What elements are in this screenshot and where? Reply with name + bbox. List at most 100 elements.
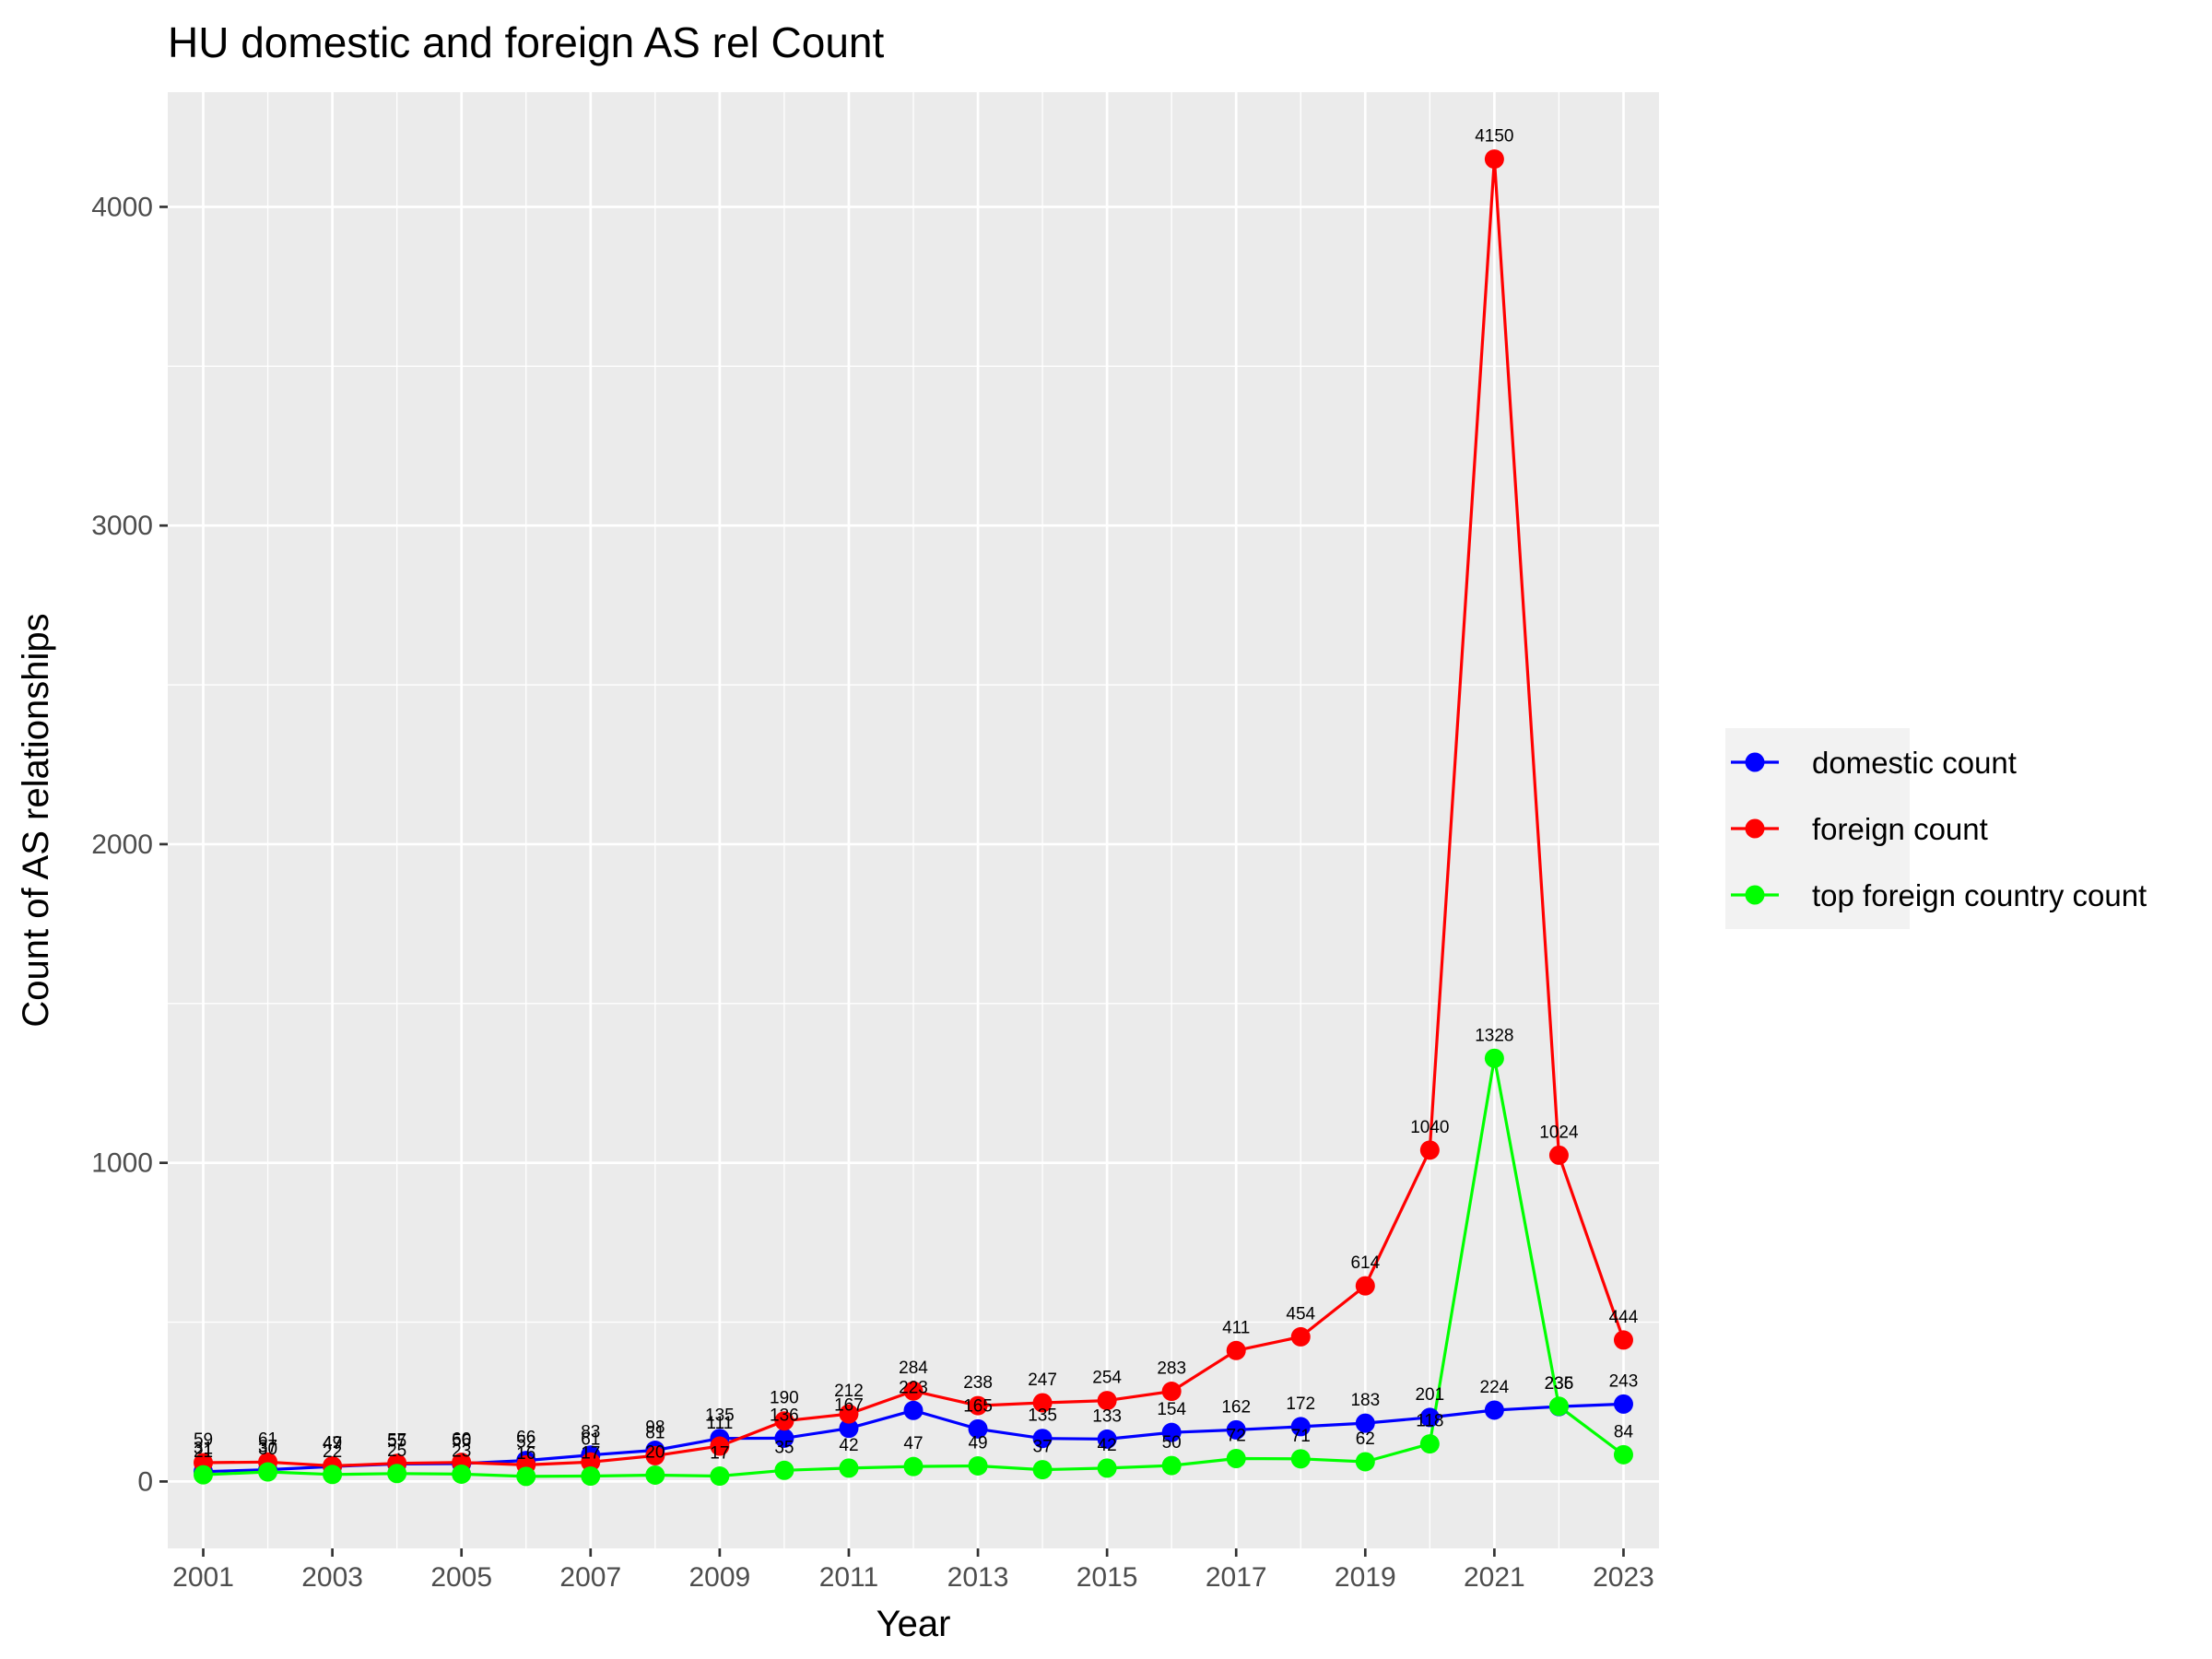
top-foreign-country-count-data-label: 22: [323, 1442, 342, 1462]
foreign-count-point: [774, 1411, 794, 1431]
top-foreign-country-count-data-label: 17: [581, 1444, 600, 1464]
x-tick-label: 2013: [947, 1562, 1009, 1593]
top-foreign-country-count-data-label: 42: [839, 1436, 858, 1455]
legend: domestic count foreign count top foreign c…: [1725, 728, 2147, 929]
top-foreign-country-count-point: [1161, 1455, 1182, 1476]
x-tick-label: 2023: [1593, 1562, 1654, 1593]
y-tick-label: 4000: [91, 192, 153, 222]
top-foreign-country-count-data-label: 118: [1416, 1412, 1443, 1431]
top-foreign-country-count-data-label: 17: [710, 1444, 729, 1464]
x-tick-label: 2017: [1206, 1562, 1267, 1593]
top-foreign-country-count-data-label: 62: [1356, 1430, 1375, 1449]
foreign-count-point: [1355, 1276, 1375, 1296]
foreign-count-data-label: 614: [1350, 1253, 1380, 1273]
top-foreign-country-count-point: [194, 1465, 214, 1485]
domestic-count-point: [1355, 1413, 1375, 1433]
top-foreign-country-count-point: [774, 1460, 794, 1480]
top-foreign-country-count-data-label: 35: [774, 1438, 794, 1457]
foreign-count-data-label: 454: [1286, 1304, 1315, 1324]
domestic-count-data-label: 37: [258, 1438, 277, 1457]
foreign-count-data-label: 1024: [1539, 1123, 1579, 1142]
top-foreign-country-count-point: [581, 1466, 601, 1487]
domestic-count-data-label: 55: [387, 1431, 406, 1451]
top-foreign-country-count-data-label: 72: [1227, 1427, 1246, 1446]
domestic-count-data-label: 135: [1028, 1406, 1057, 1426]
foreign-count-data-label: 1040: [1410, 1118, 1449, 1137]
legend-label-foreign-count: foreign count: [1812, 812, 1988, 846]
foreign-count-point: [1097, 1391, 1117, 1411]
top-foreign-country-count-data-label: 42: [1098, 1436, 1117, 1455]
top-foreign-country-count-point: [1097, 1458, 1117, 1478]
domestic-count-data-label: 83: [581, 1423, 600, 1442]
top-foreign-country-count-point: [1548, 1396, 1569, 1417]
foreign-count-data-label: 61: [581, 1430, 600, 1449]
top-foreign-country-count-data-label: 23: [452, 1441, 471, 1461]
foreign-count-data-label: 212: [834, 1382, 864, 1401]
domestic-count-data-label: 31: [194, 1440, 213, 1459]
domestic-count-data-label: 47: [323, 1434, 342, 1453]
domestic-count-point: [968, 1418, 988, 1439]
top-foreign-country-count-data-label: 30: [258, 1440, 277, 1459]
foreign-count-data-label: 411: [1222, 1318, 1250, 1337]
top-foreign-country-count-data-label: 25: [387, 1441, 406, 1461]
top-foreign-country-count-point: [1355, 1452, 1375, 1472]
foreign-count-point: [710, 1436, 730, 1456]
foreign-count-data-label: 247: [1028, 1371, 1057, 1390]
domestic-count-data-label: 201: [1415, 1385, 1444, 1405]
top-foreign-country-count-point: [258, 1462, 278, 1482]
domestic-count-point: [1032, 1429, 1053, 1449]
y-tick-label: 2000: [91, 830, 153, 860]
foreign-count-data-label: 283: [1157, 1359, 1186, 1379]
y-tick-label: 3000: [91, 511, 153, 541]
x-tick-label: 2007: [559, 1562, 621, 1593]
top-foreign-country-count-data-label: 21: [194, 1442, 213, 1462]
foreign-count-point: [1548, 1145, 1569, 1165]
top-foreign-country-count-point: [323, 1465, 343, 1485]
domestic-count-data-label: 154: [1157, 1400, 1186, 1419]
foreign-count-data-label: 49: [323, 1433, 342, 1453]
top-foreign-country-count-data-label: 47: [903, 1434, 923, 1453]
top-foreign-country-count-point: [1419, 1434, 1440, 1454]
domestic-count-data-label: 224: [1480, 1378, 1510, 1397]
domestic-count-point: [1419, 1407, 1440, 1428]
domestic-count-data-label: 136: [770, 1406, 799, 1425]
foreign-count-data-label: 254: [1092, 1369, 1122, 1388]
top-foreign-country-count-data-label: 236: [1545, 1374, 1574, 1394]
foreign-count-data-label: 444: [1609, 1308, 1639, 1327]
domestic-count-data-label: 243: [1609, 1371, 1639, 1391]
top-foreign-country-count-point: [839, 1458, 859, 1478]
domestic-count-data-label: 66: [516, 1429, 535, 1448]
domestic-count-data-label: 235: [1545, 1374, 1574, 1394]
top-foreign-country-count-point: [1613, 1444, 1633, 1465]
foreign-count-data-label: 284: [899, 1359, 928, 1378]
top-foreign-country-count-point: [1226, 1449, 1246, 1469]
foreign-count-data-label: 52: [516, 1432, 535, 1452]
series-layer: [194, 149, 1633, 1487]
domestic-count-point: [1613, 1394, 1633, 1414]
top-foreign-country-count-data-label: 71: [1291, 1427, 1311, 1446]
foreign-count-data-label: 238: [963, 1373, 993, 1393]
foreign-count-data-label: 60: [452, 1430, 471, 1450]
y-tick-label: 0: [137, 1466, 153, 1497]
y-tick-label: 1000: [91, 1148, 153, 1179]
x-tick-label: 2003: [301, 1562, 363, 1593]
x-axis-title: Year: [877, 1604, 951, 1644]
domestic-count-point: [1290, 1417, 1311, 1437]
foreign-count-point: [903, 1381, 924, 1401]
legend-label-top-foreign-country-count: top foreign country count: [1812, 878, 2147, 912]
top-foreign-country-count-point: [387, 1464, 407, 1484]
legend-key-top-foreign-country-count-point: [1745, 885, 1765, 905]
domestic-count-data-label: 135: [705, 1406, 735, 1426]
domestic-count-data-label: 165: [963, 1396, 993, 1416]
domestic-count-point: [1161, 1422, 1182, 1442]
top-foreign-country-count-point: [1484, 1048, 1504, 1068]
foreign-count-point: [1161, 1382, 1182, 1402]
domestic-count-point: [1226, 1419, 1246, 1440]
foreign-count-point: [1032, 1393, 1053, 1413]
foreign-count-data-label: 59: [194, 1430, 213, 1450]
x-tick-label: 2005: [430, 1562, 492, 1593]
domestic-count-data-label: 133: [1092, 1406, 1122, 1426]
